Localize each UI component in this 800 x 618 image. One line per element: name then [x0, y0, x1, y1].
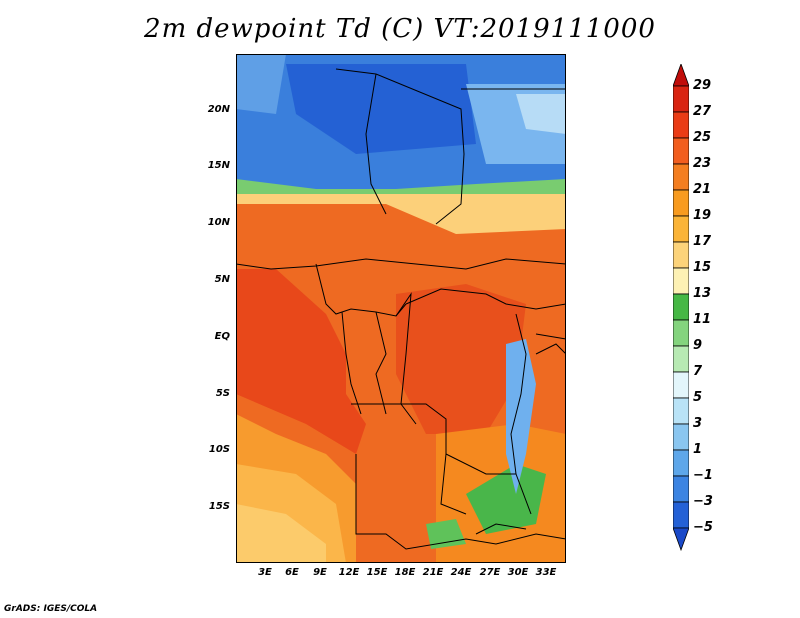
colorbar	[673, 64, 689, 552]
border-line	[405, 288, 566, 310]
colorbar-swatch	[673, 85, 689, 113]
border-line	[535, 343, 566, 355]
border-line	[445, 453, 516, 475]
colorbar-swatch	[673, 345, 689, 373]
colorbar-level-label: 25	[693, 130, 712, 145]
lon-label-30e: 30E	[507, 567, 529, 578]
colorbar-swatch	[673, 137, 689, 165]
colorbar-bottom-triangle	[673, 527, 689, 552]
central-red-region	[396, 284, 526, 434]
lat-label-5n: 5N	[214, 274, 230, 285]
west-coast-red-region	[236, 269, 366, 454]
colorbar-swatch	[673, 111, 689, 139]
dewpoint-map-svg	[236, 54, 566, 563]
colorbar-swatch	[673, 267, 689, 295]
map-frame	[236, 54, 566, 563]
lon-label-15e: 15E	[366, 567, 388, 578]
colorbar-level-label: 5	[693, 390, 703, 405]
colorbar-level-label: 9	[693, 338, 703, 353]
lon-label-24e: 24E	[450, 567, 472, 578]
map-title: 2m dewpoint Td (C) VT:2019111000	[144, 14, 656, 44]
colorbar-level-label: −3	[693, 494, 713, 509]
border-line	[375, 311, 387, 415]
lat-label-5s: 5S	[215, 388, 230, 399]
country-borders	[236, 68, 566, 550]
colorbar-level-label: 19	[693, 208, 712, 223]
colorbar-level-label: 27	[693, 104, 712, 119]
colorbar-level-label: 11	[693, 312, 712, 327]
colorbar-swatch	[673, 319, 689, 347]
lon-label-27e: 27E	[479, 567, 501, 578]
south-green-patch	[426, 519, 466, 549]
border-line	[335, 68, 465, 225]
colorbar-swatch	[673, 189, 689, 217]
colorbar-level-label: 15	[693, 260, 712, 275]
colorbar-swatch	[673, 449, 689, 477]
colorbar-level-label: −1	[693, 468, 713, 483]
lat-label-15n: 15N	[207, 160, 230, 171]
colorbar-level-label: 29	[693, 78, 712, 93]
lon-label-3e: 3E	[258, 567, 272, 578]
border-line	[365, 73, 387, 215]
colorbar-level-label: −5	[693, 520, 713, 535]
border-line	[355, 454, 566, 550]
northeast-pale-blue-region	[516, 94, 566, 134]
south-west-pale-region	[236, 504, 326, 563]
lon-label-12e: 12E	[338, 567, 360, 578]
lat-label-eq: EQ	[214, 331, 230, 342]
sahara-deep-blue-region	[286, 64, 476, 154]
colorbar-level-label: 3	[693, 416, 703, 431]
lat-label-15s: 15S	[208, 501, 230, 512]
colorbar-swatch	[673, 371, 689, 399]
northwest-blue-region	[236, 54, 286, 114]
colorbar-swatches	[673, 64, 689, 552]
border-line	[236, 258, 566, 270]
lon-label-33e: 33E	[535, 567, 557, 578]
lat-label-20n: 20N	[207, 104, 230, 115]
colorbar-level-label: 7	[693, 364, 703, 379]
colorbar-swatch	[673, 293, 689, 321]
border-line	[351, 403, 467, 515]
dewpoint-map	[236, 54, 566, 563]
border-line	[341, 311, 362, 415]
colorbar-level-label: 1	[693, 442, 703, 457]
colorbar-swatch	[673, 501, 689, 529]
border-line	[475, 523, 527, 535]
colorbar-top-triangle	[673, 64, 689, 87]
colorbar-level-label: 13	[693, 286, 712, 301]
lat-label-10s: 10S	[208, 444, 230, 455]
lon-label-21e: 21E	[422, 567, 444, 578]
lon-label-18e: 18E	[394, 567, 416, 578]
southeast-green-region	[466, 464, 546, 534]
border-line	[510, 313, 532, 515]
colorbar-swatch	[673, 423, 689, 451]
colorbar-swatch	[673, 241, 689, 269]
lon-label-6e: 6E	[285, 567, 299, 578]
border-line	[535, 333, 566, 340]
lon-label-9e: 9E	[313, 567, 327, 578]
colorbar-level-label: 21	[693, 182, 712, 197]
border-line	[395, 292, 417, 425]
colorbar-swatch	[673, 397, 689, 425]
colorbar-level-label: 23	[693, 156, 712, 171]
colorbar-swatch	[673, 475, 689, 503]
colorbar-swatch	[673, 163, 689, 191]
colorbar-swatch	[673, 215, 689, 243]
lat-label-10n: 10N	[207, 217, 230, 228]
grads-credit: GrADS: IGES/COLA	[4, 604, 98, 614]
colorbar-level-label: 17	[693, 234, 712, 249]
